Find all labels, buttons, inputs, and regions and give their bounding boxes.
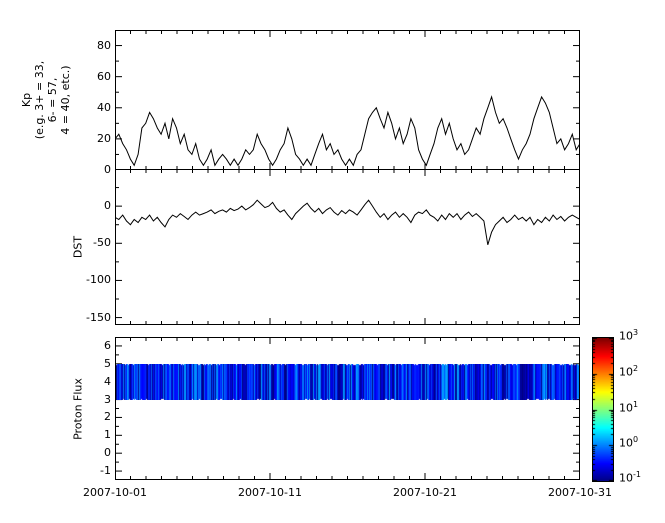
flux-colorbar xyxy=(592,337,614,482)
colorbar-tick-label: 103 xyxy=(619,328,639,343)
y-tick-label: 40 xyxy=(97,100,111,114)
y-tick-label: 4 xyxy=(104,374,111,388)
y-tick-label: 6 xyxy=(104,338,111,352)
y-tick-label: 1 xyxy=(104,428,111,442)
y-tick-label: 80 xyxy=(97,38,111,52)
y-tick-label: -50 xyxy=(93,236,111,250)
y-tick-label: 60 xyxy=(97,69,111,83)
y-tick-label: 0 xyxy=(104,446,111,460)
x-tick-label: 2007-10-01 xyxy=(83,486,147,499)
x-tick-label: 2007-10-21 xyxy=(393,486,457,499)
proton-flux-spectrogram xyxy=(116,364,579,400)
x-tick-label: 2007-10-31 xyxy=(548,486,612,499)
colorbar-tick-label: 100 xyxy=(619,435,639,450)
proton-flux-panel-plot xyxy=(115,337,580,480)
y-tick-label: 20 xyxy=(97,131,111,145)
y-tick-label: 2 xyxy=(104,410,111,424)
y-tick-label: 3 xyxy=(104,392,111,406)
kp-panel-plot xyxy=(115,30,580,170)
colorbar-tick-label: 101 xyxy=(619,400,639,415)
y-tick-label: -150 xyxy=(86,310,111,324)
y-tick-label: 0 xyxy=(104,199,111,213)
colorbar-tick-label: 10-1 xyxy=(619,470,641,485)
dst-panel-plot xyxy=(115,169,580,325)
x-tick-label: 2007-10-11 xyxy=(238,486,302,499)
y-tick-label: -100 xyxy=(86,273,111,287)
y-tick-label: 0 xyxy=(104,163,111,176)
y-tick-label: -1 xyxy=(100,464,111,478)
y-tick-label: 5 xyxy=(104,356,111,370)
colorbar-tick-label: 102 xyxy=(619,364,639,379)
